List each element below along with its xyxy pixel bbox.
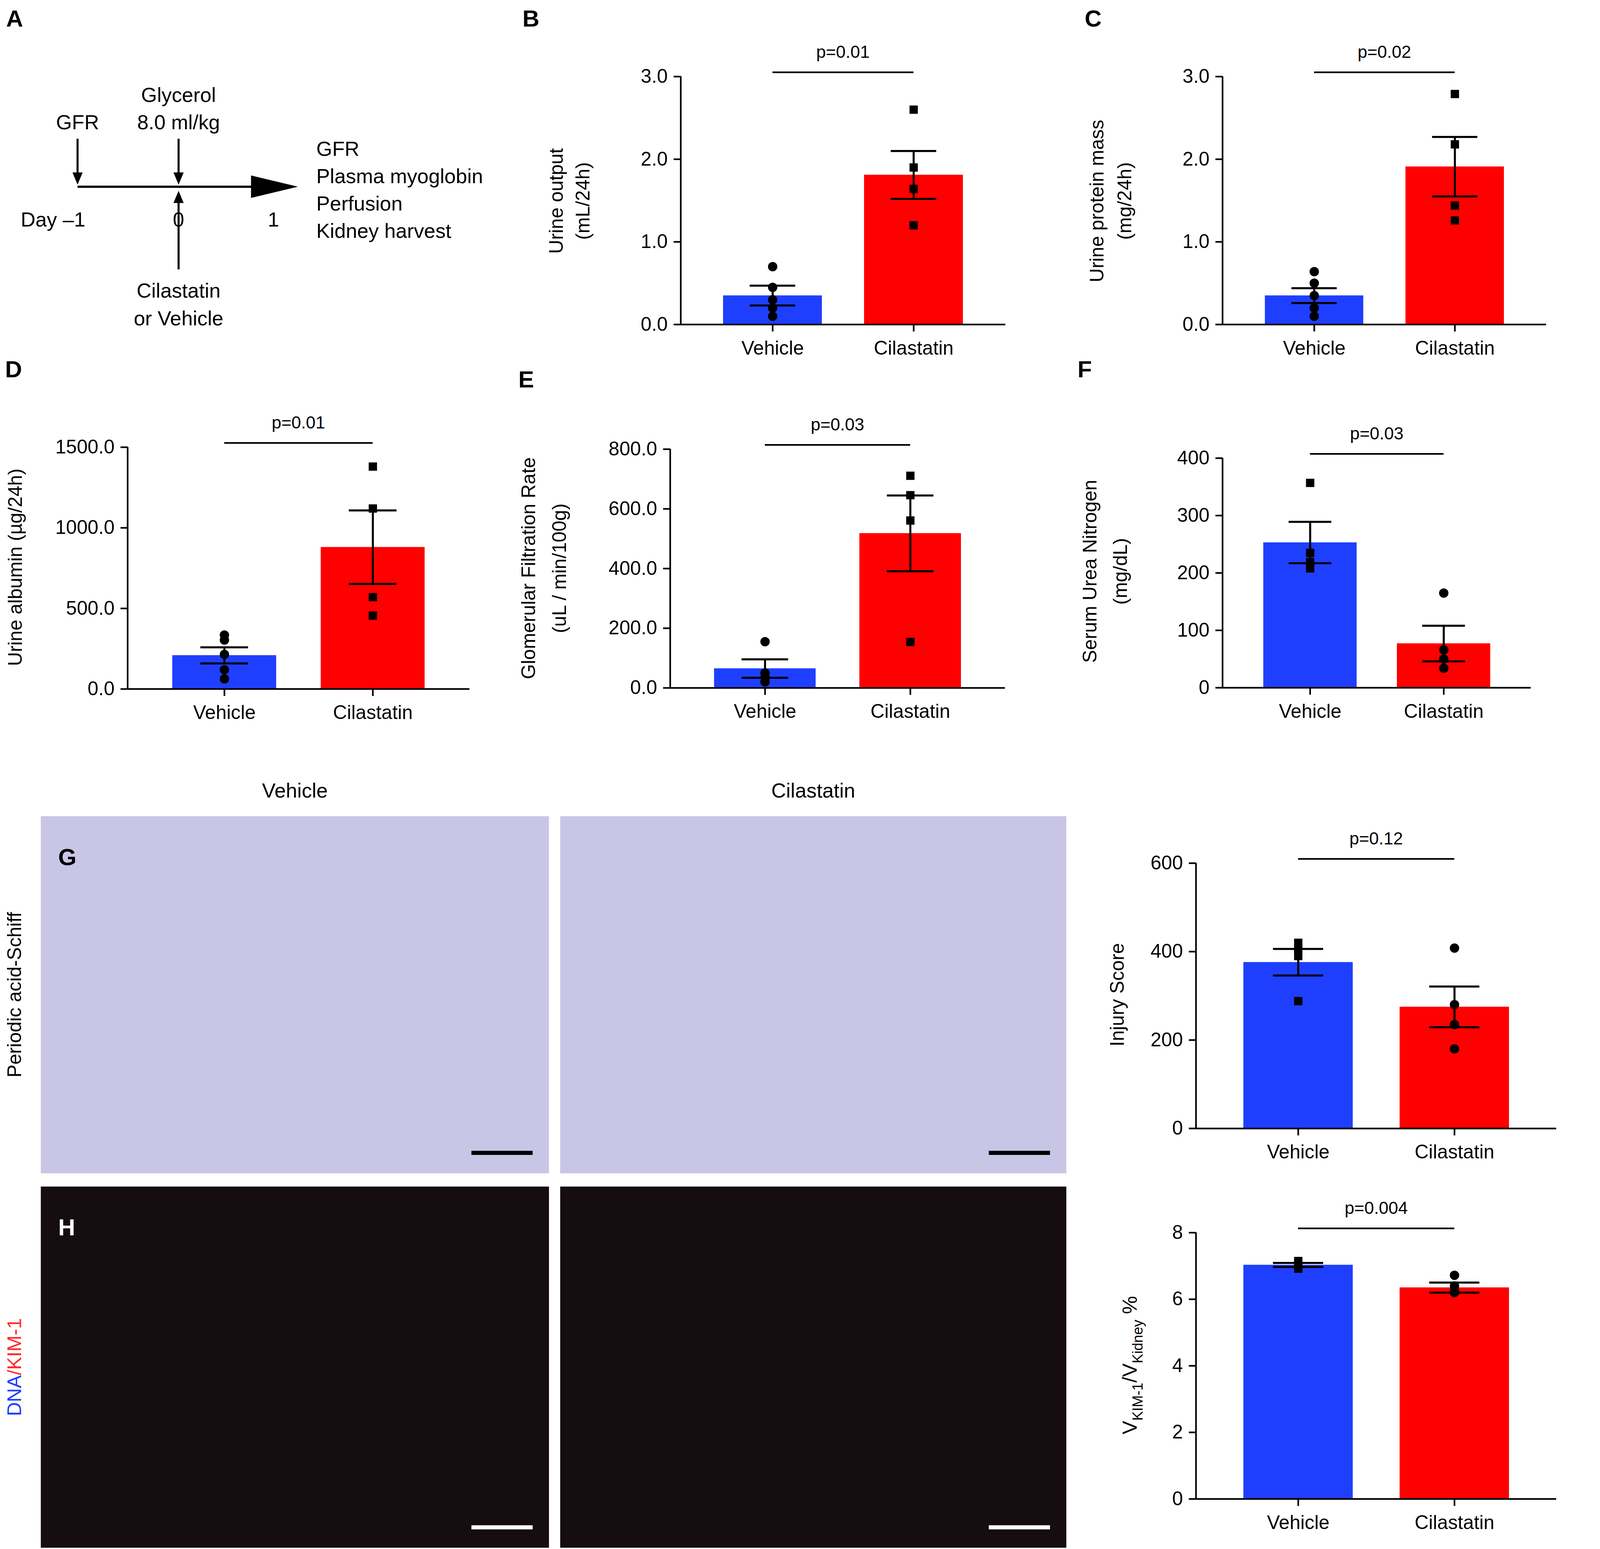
svg-text:(mg/dL): (mg/dL) <box>1109 537 1132 605</box>
svg-text:Cilastatin: Cilastatin <box>1414 1511 1495 1534</box>
svg-text:Kidney harvest: Kidney harvest <box>316 219 452 243</box>
svg-text:or Vehicle: or Vehicle <box>133 307 224 330</box>
svg-text:1.0: 1.0 <box>640 230 668 253</box>
svg-text:Urine output: Urine output <box>545 148 568 254</box>
svg-text:Vehicle: Vehicle <box>1282 337 1346 359</box>
svg-text:Cilastatin: Cilastatin <box>1414 337 1495 359</box>
svg-text:p=0.004: p=0.004 <box>1344 1198 1408 1218</box>
svg-text:B: B <box>522 5 540 32</box>
svg-text:Glycerol: Glycerol <box>141 83 217 107</box>
svg-text:p=0.01: p=0.01 <box>271 412 325 433</box>
svg-text:Cilastatin: Cilastatin <box>1403 700 1484 723</box>
svg-text:GFR: GFR <box>55 110 99 134</box>
svg-text:300: 300 <box>1176 504 1210 527</box>
svg-text:400: 400 <box>1176 446 1210 469</box>
svg-text:2.0: 2.0 <box>640 148 668 170</box>
svg-text:Perfusion: Perfusion <box>316 192 403 215</box>
svg-text:3.0: 3.0 <box>640 65 668 88</box>
svg-text:0.0: 0.0 <box>1182 313 1210 336</box>
svg-text:200.0: 200.0 <box>608 616 658 639</box>
svg-text:200: 200 <box>1150 1028 1183 1051</box>
svg-text:8: 8 <box>1171 1221 1183 1244</box>
svg-text:1: 1 <box>267 208 280 231</box>
svg-text:Cilastatin: Cilastatin <box>870 700 951 723</box>
svg-text:500.0: 500.0 <box>66 596 115 619</box>
svg-text:p=0.02: p=0.02 <box>1357 42 1411 62</box>
svg-text:(mL/24h): (mL/24h) <box>571 162 594 240</box>
svg-text:600.0: 600.0 <box>608 497 658 520</box>
svg-text:A: A <box>6 5 24 32</box>
svg-text:p=0.03: p=0.03 <box>810 414 865 434</box>
svg-text:3.0: 3.0 <box>1182 65 1210 88</box>
svg-text:0: 0 <box>1198 676 1210 699</box>
svg-text:Cilastatin: Cilastatin <box>771 779 856 802</box>
svg-text:1000.0: 1000.0 <box>55 516 115 539</box>
svg-text:Cilastatin: Cilastatin <box>332 701 413 724</box>
svg-text:Periodic acid-Schiff: Periodic acid-Schiff <box>3 912 26 1078</box>
svg-text:0.0: 0.0 <box>630 676 658 699</box>
svg-text:Vehicle: Vehicle <box>1266 1141 1330 1164</box>
svg-text:C: C <box>1084 5 1102 32</box>
svg-text:Serum Urea Nitrogen: Serum Urea Nitrogen <box>1078 479 1101 663</box>
svg-text:(mg/24h): (mg/24h) <box>1113 162 1136 240</box>
svg-text:Plasma myoglobin: Plasma myoglobin <box>316 164 484 188</box>
svg-text:p=0.12: p=0.12 <box>1349 829 1403 849</box>
svg-text:(uL / min/100g): (uL / min/100g) <box>548 503 571 634</box>
svg-text:p=0.03: p=0.03 <box>1350 424 1404 444</box>
svg-text:Vehicle: Vehicle <box>262 779 328 802</box>
svg-text:H: H <box>58 1214 75 1241</box>
svg-text:Urine protein mass: Urine protein mass <box>1085 119 1108 283</box>
svg-text:Vehicle: Vehicle <box>192 701 256 724</box>
svg-text:DNA/KIM-1: DNA/KIM-1 <box>3 1318 26 1417</box>
svg-text:Urine albumin (µg/24h): Urine albumin (µg/24h) <box>4 468 27 667</box>
svg-text:E: E <box>518 366 534 393</box>
svg-text:Vehicle: Vehicle <box>733 700 797 723</box>
svg-text:Cilastatin: Cilastatin <box>873 337 954 359</box>
svg-text:600: 600 <box>1150 851 1183 874</box>
svg-text:0: 0 <box>1171 1117 1183 1140</box>
svg-text:Vehicle: Vehicle <box>1278 700 1342 723</box>
svg-text:F: F <box>1077 356 1093 383</box>
svg-text:4: 4 <box>1171 1354 1183 1377</box>
svg-text:8.0 ml/kg: 8.0 ml/kg <box>137 110 220 134</box>
svg-text:0: 0 <box>172 208 185 231</box>
svg-text:2: 2 <box>1171 1421 1183 1443</box>
svg-text:400.0: 400.0 <box>608 557 658 579</box>
svg-text:G: G <box>58 844 77 871</box>
svg-text:Cilastatin: Cilastatin <box>136 279 221 302</box>
svg-text:p=0.01: p=0.01 <box>816 42 870 62</box>
svg-text:100: 100 <box>1176 619 1210 642</box>
svg-text:D: D <box>5 356 22 383</box>
svg-text:0.0: 0.0 <box>640 313 668 336</box>
svg-text:Vehicle: Vehicle <box>1266 1511 1330 1534</box>
svg-text:1.0: 1.0 <box>1182 230 1210 253</box>
svg-text:200: 200 <box>1176 561 1210 584</box>
svg-text:800.0: 800.0 <box>608 437 658 460</box>
svg-text:Glomerular Filtration Rate: Glomerular Filtration Rate <box>517 457 540 680</box>
svg-text:1500.0: 1500.0 <box>55 435 115 458</box>
svg-text:Cilastatin: Cilastatin <box>1414 1141 1495 1164</box>
svg-text:VKIM-1/VKidney %: VKIM-1/VKidney % <box>1118 1296 1146 1435</box>
svg-text:0: 0 <box>1171 1487 1183 1510</box>
svg-text:GFR: GFR <box>316 137 360 161</box>
svg-text:Vehicle: Vehicle <box>741 337 804 359</box>
svg-text:6: 6 <box>1171 1287 1183 1310</box>
svg-text:Day –1: Day –1 <box>20 208 86 231</box>
svg-text:Injury Score: Injury Score <box>1106 943 1129 1047</box>
svg-text:0.0: 0.0 <box>87 677 115 700</box>
svg-text:2.0: 2.0 <box>1182 148 1210 170</box>
svg-text:400: 400 <box>1150 940 1183 963</box>
